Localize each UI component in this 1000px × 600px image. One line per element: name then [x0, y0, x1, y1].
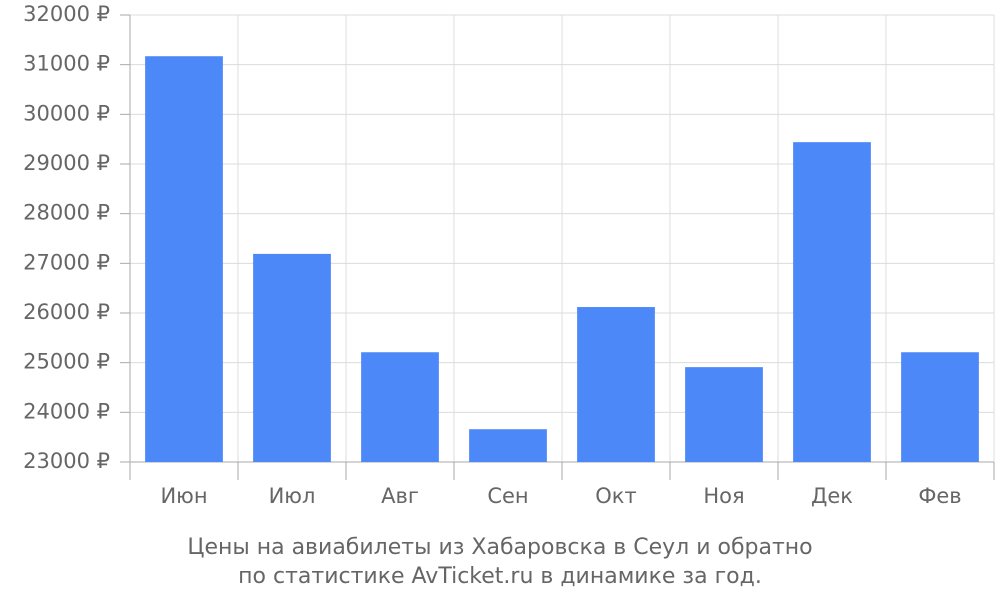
- bar: [253, 253, 331, 462]
- chart-title: по статистике AvTicket.ru в динамике за …: [238, 564, 762, 589]
- y-tick-label: 23000 ₽: [23, 449, 110, 473]
- x-tick-label: Авг: [381, 484, 419, 508]
- bar: [685, 367, 763, 462]
- bar: [901, 352, 979, 462]
- y-tick-label: 29000 ₽: [23, 151, 110, 175]
- y-tick-label: 24000 ₽: [23, 399, 110, 423]
- x-tick-label: Июл: [269, 484, 316, 508]
- y-tick-label: 28000 ₽: [23, 201, 110, 225]
- y-tick-label: 26000 ₽: [23, 300, 110, 324]
- bar: [793, 142, 871, 462]
- x-tick-label: Сен: [487, 484, 528, 508]
- bar: [145, 56, 223, 463]
- y-tick-label: 25000 ₽: [23, 350, 110, 374]
- y-tick-label: 31000 ₽: [23, 52, 110, 76]
- y-tick-label: 32000 ₽: [23, 2, 110, 26]
- chart-title: Цены на авиабилеты из Хабаровска в Сеул …: [187, 535, 812, 560]
- bar: [577, 307, 655, 462]
- y-tick-label: 27000 ₽: [23, 250, 110, 274]
- y-tick-label: 30000 ₽: [23, 101, 110, 125]
- x-tick-label: Фев: [918, 484, 961, 508]
- x-tick-label: Дек: [811, 484, 853, 508]
- x-tick-label: Ноя: [703, 484, 744, 508]
- x-tick-label: Июн: [160, 484, 207, 508]
- bar: [361, 352, 439, 462]
- bar: [469, 429, 547, 462]
- x-tick-label: Окт: [595, 484, 636, 508]
